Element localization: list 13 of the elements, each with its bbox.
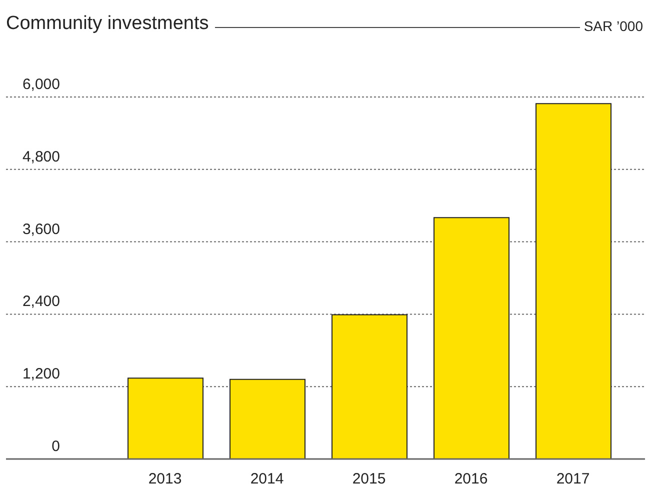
x-tick-label: 2013 <box>148 470 182 488</box>
y-tick-label: 6,000 <box>22 76 60 93</box>
x-tick-label: 2015 <box>352 470 386 488</box>
y-tick-label: 1,200 <box>22 366 60 383</box>
x-tick-label: 2014 <box>250 470 284 488</box>
x-tick-label: 2016 <box>454 470 488 488</box>
chart-title: Community investments <box>6 13 215 35</box>
x-tick-label: 2017 <box>556 470 590 488</box>
y-tick-label: 2,400 <box>22 293 60 310</box>
y-tick-label: 3,600 <box>22 220 60 238</box>
y-tick-label: 0 <box>52 438 60 455</box>
y-tick-label: 4,800 <box>22 148 60 166</box>
y-axis-title: SAR ’000 <box>580 18 643 34</box>
